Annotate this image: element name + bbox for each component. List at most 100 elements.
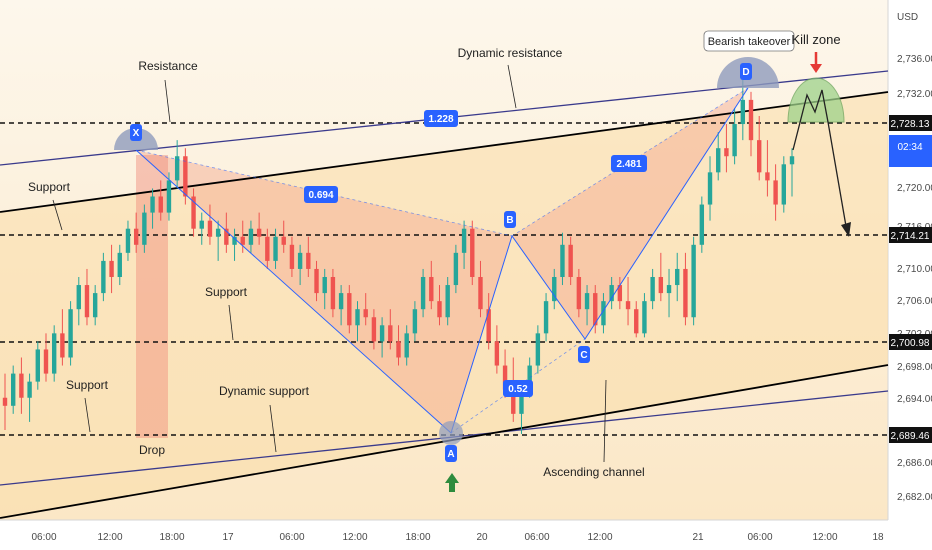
label-ascending-channel: Ascending channel [543, 465, 644, 479]
candle-body [51, 333, 57, 374]
label-dynamic-resistance: Dynamic resistance [458, 46, 563, 60]
candle-body [265, 236, 270, 261]
point-tags: X A B C D [130, 63, 752, 462]
price-tick-label: 2,694.00 [897, 394, 932, 405]
candle-body [101, 260, 106, 294]
candle-body [166, 180, 172, 213]
time-tick-label: 21 [692, 532, 704, 543]
pointer-dynamic-support [269, 404, 277, 453]
candle-body [224, 228, 229, 245]
point-d-bg [740, 63, 752, 80]
candle-body [420, 276, 426, 310]
candle-body [27, 381, 32, 398]
time-tick-label: 18:00 [405, 532, 430, 543]
candle-body [535, 333, 541, 366]
candle-body [199, 220, 204, 229]
label-kill-zone: Kill zone [791, 32, 840, 47]
candle-body [642, 301, 647, 334]
candle-body [60, 333, 65, 358]
pointer-resistance [164, 79, 171, 123]
label-drop: Drop [139, 443, 165, 457]
candle-body [716, 148, 721, 173]
candle-body [601, 301, 606, 326]
time-tick-label: 20 [476, 532, 488, 543]
candle-body [174, 156, 180, 181]
currency-label: USD [897, 12, 918, 23]
candle-body [568, 244, 573, 277]
level-label-3-bg [889, 334, 932, 350]
price-tick-label: 2,720.00 [897, 183, 932, 194]
projection-arrowhead [841, 222, 851, 237]
candle-body [576, 276, 582, 310]
candle-body [125, 228, 131, 253]
level-label-1: 2,728.13 [891, 119, 930, 130]
candle-body [675, 268, 680, 286]
point-x-label: X [133, 128, 140, 139]
candle-body [68, 309, 73, 358]
time-tick-label: 12:00 [97, 532, 122, 543]
ratio-tag-1228-bg [424, 110, 458, 127]
candle-body [404, 333, 409, 358]
candle-body [240, 236, 245, 245]
price-tick-label: 2,710.00 [897, 264, 932, 275]
candle-body [707, 172, 713, 205]
candle-body [396, 341, 401, 358]
time-tick-label: 06:00 [279, 532, 304, 543]
pointer-ascending-channel [603, 379, 607, 463]
candle-body [470, 228, 475, 277]
candle-body [347, 293, 352, 326]
candle-body [363, 309, 368, 318]
candle-body [699, 204, 705, 245]
level-label-4-bg [889, 427, 932, 443]
price-tick-label: 2,682.00 [897, 492, 932, 503]
candle-body [117, 252, 122, 277]
candle-body [781, 164, 787, 205]
candle-body [297, 252, 303, 269]
candle-body [511, 389, 516, 414]
time-tick-label: 06:00 [747, 532, 772, 543]
candle-body [35, 349, 40, 382]
ratio-tag-2481: 2.481 [616, 159, 641, 170]
candle-body [724, 148, 729, 157]
candle-body [437, 301, 442, 318]
buy-arrow-icon [445, 473, 459, 492]
ratio-tag-0694-bg [304, 186, 338, 203]
point-a-label: A [447, 449, 454, 460]
level-label-4: 2,689.46 [891, 431, 930, 442]
candle-body [150, 196, 155, 213]
pointer-dynamic-resistance [507, 64, 517, 109]
candle-body [338, 293, 344, 310]
time-axis-ticks: 06:00 12:00 18:00 17 06:00 12:00 18:00 20 06:00 1… [31, 532, 884, 543]
candle-body [593, 293, 598, 326]
candle-body [183, 156, 188, 197]
candle-body [494, 341, 500, 366]
pointer-support-3 [84, 397, 91, 433]
candle-body [388, 325, 393, 342]
candle-body [379, 325, 385, 342]
candle-body [84, 285, 90, 318]
candle-body [10, 373, 16, 406]
candle-body [273, 236, 278, 261]
kill-zone-arrow-head [810, 64, 822, 73]
label-support-2: Support [205, 285, 248, 299]
kill-zone-bubble [787, 77, 845, 123]
candle-body [191, 196, 196, 229]
candle-body [666, 285, 672, 294]
candle-body [215, 228, 221, 237]
candle-body [232, 236, 237, 245]
label-support-3: Support [66, 378, 109, 392]
time-tick-label: 12:00 [812, 532, 837, 543]
candle-body [543, 301, 549, 334]
time-tick-label: 12:00 [587, 532, 612, 543]
price-tick-label: 2,686.00 [897, 458, 932, 469]
candle-body [330, 276, 336, 310]
candle-body [773, 180, 778, 205]
projection-down-line [827, 121, 848, 233]
bearish-takeover-box [703, 30, 795, 52]
time-tick-label: 18:00 [159, 532, 184, 543]
level-label-2-bg [889, 227, 932, 243]
candle-body [133, 228, 139, 245]
time-tick-label: 18 [872, 532, 884, 543]
